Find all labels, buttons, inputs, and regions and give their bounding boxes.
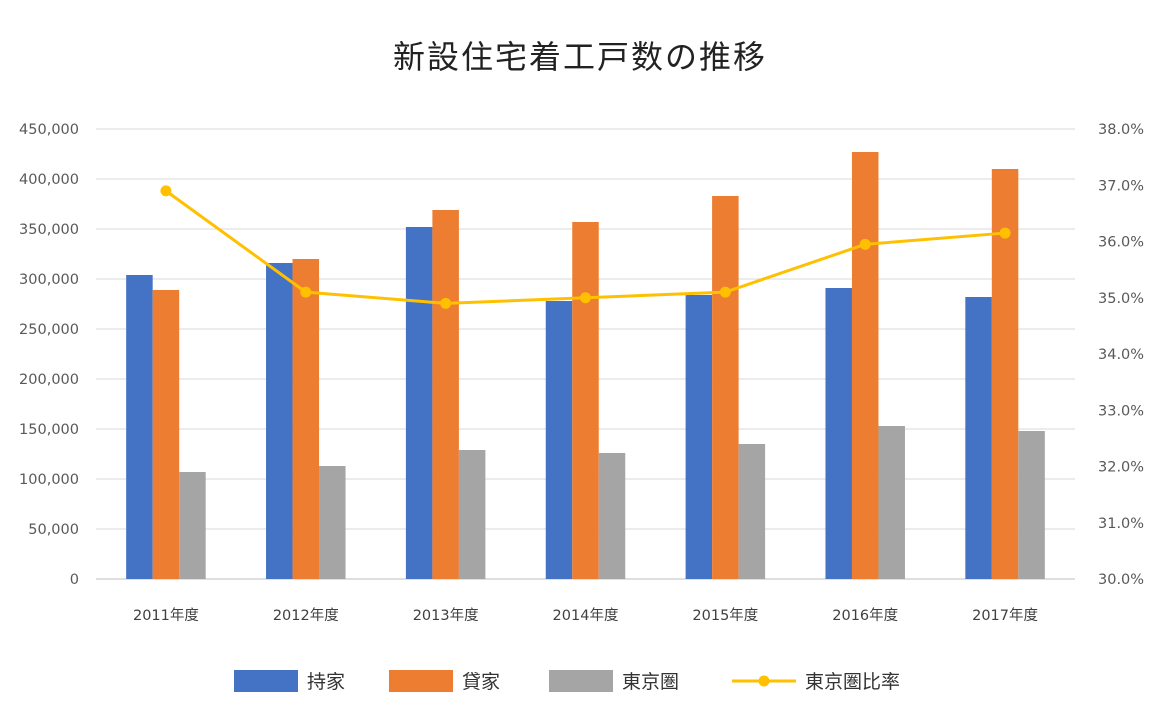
- y-left-tick-label: 250,000: [19, 322, 79, 338]
- y-right-tick-label: 34.0%: [1098, 347, 1144, 363]
- bar: [738, 444, 766, 579]
- bar: [458, 450, 486, 579]
- legend-swatch: [234, 670, 298, 692]
- y-right-tick-label: 36.0%: [1098, 235, 1144, 251]
- y-left-tick-label: 300,000: [19, 272, 79, 288]
- bar: [572, 222, 599, 579]
- bar: [965, 297, 992, 579]
- bar: [405, 227, 433, 579]
- bar: [825, 288, 852, 579]
- y-left-tick-label: 0: [70, 572, 79, 588]
- bar: [712, 196, 739, 579]
- line-point: [300, 286, 312, 298]
- line-point: [859, 238, 871, 250]
- y-right-tick-label: 38.0%: [1098, 122, 1144, 138]
- bar: [432, 210, 459, 579]
- legend-label: 東京圏: [622, 671, 679, 693]
- legend-marker: [758, 675, 770, 687]
- x-tick-label: 2015年度: [692, 607, 758, 624]
- line-point: [580, 292, 591, 304]
- y-left-tick-label: 150,000: [19, 422, 79, 438]
- bar: [685, 295, 713, 579]
- bar: [292, 259, 320, 579]
- bar: [1018, 431, 1045, 579]
- line-point: [999, 227, 1011, 239]
- bar: [878, 426, 905, 579]
- bar: [152, 290, 180, 579]
- y-right-tick-label: 30.0%: [1098, 572, 1144, 588]
- y-right-tick-label: 33.0%: [1098, 403, 1144, 419]
- bar: [126, 275, 153, 579]
- y-right-tick-label: 35.0%: [1098, 291, 1144, 307]
- chart-title: 新設住宅着工戸数の推移: [392, 38, 767, 76]
- x-tick-label: 2013年度: [413, 607, 479, 624]
- y-left-tick-label: 100,000: [19, 472, 79, 488]
- x-tick-label: 2014年度: [553, 607, 619, 624]
- x-tick-label: 2016年度: [832, 607, 898, 624]
- y-left-tick-label: 50,000: [28, 522, 79, 538]
- y-right-tick-label: 32.0%: [1098, 460, 1144, 476]
- x-tick-label: 2017年度: [972, 607, 1038, 624]
- legend-label: 貸家: [462, 671, 500, 693]
- bar: [598, 453, 626, 579]
- legend-label: 持家: [307, 671, 345, 693]
- line-point: [719, 286, 731, 298]
- bar: [266, 263, 293, 579]
- x-tick-label: 2011年度: [133, 607, 199, 624]
- y-left-tick-label: 450,000: [19, 122, 79, 138]
- line-point: [440, 297, 452, 309]
- legend-swatch: [549, 670, 613, 692]
- legend-swatch: [389, 670, 453, 692]
- y-right-tick-label: 37.0%: [1098, 178, 1144, 194]
- bar: [319, 466, 346, 579]
- y-left-tick-label: 400,000: [19, 172, 79, 188]
- legend-label: 東京圏比率: [805, 671, 900, 693]
- x-tick-label: 2012年度: [273, 607, 339, 624]
- line-point: [160, 185, 172, 197]
- y-left-tick-label: 350,000: [19, 222, 79, 238]
- y-left-tick-label: 200,000: [19, 372, 79, 388]
- y-right-tick-label: 31.0%: [1098, 516, 1144, 532]
- bar: [179, 472, 206, 579]
- bar: [851, 152, 879, 579]
- bar: [545, 301, 573, 579]
